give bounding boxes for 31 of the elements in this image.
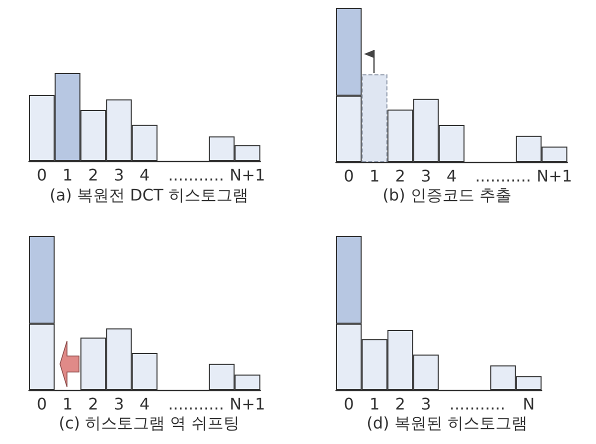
x-tick-label: 3 bbox=[420, 394, 432, 414]
x-tick-label: 2 bbox=[395, 166, 406, 186]
x-tick-label: 3 bbox=[114, 166, 124, 184]
x-tick-label: 1 bbox=[62, 166, 73, 184]
x-tick-label: 2 bbox=[88, 394, 98, 414]
x-tick-label: N+1 bbox=[230, 394, 266, 414]
x-tick-label: 1 bbox=[62, 394, 73, 414]
x-tick-label: ........... bbox=[449, 394, 506, 414]
x-tick-label: ........... bbox=[475, 166, 532, 186]
text: (c) 히스토그램 역 쉬프팅 bbox=[58, 414, 240, 432]
x-tick-label: 0 bbox=[344, 394, 354, 414]
text: (d) 복원된 히스토그램 bbox=[366, 414, 528, 432]
x-tick-label: 3 bbox=[420, 166, 432, 186]
x-tick-label: 1 bbox=[369, 166, 380, 186]
x-tick-label: 4 bbox=[140, 394, 150, 414]
x-tick-label: 2 bbox=[88, 166, 98, 184]
x-tick-label: N+1 bbox=[230, 166, 266, 184]
x-tick-label: 0 bbox=[344, 166, 354, 186]
text: (a) 복원전 DCT 히스토그램 bbox=[50, 186, 248, 204]
x-tick-label: ........... bbox=[168, 166, 224, 184]
x-tick-label: N+1 bbox=[536, 166, 572, 186]
x-tick-label: 1 bbox=[369, 394, 380, 414]
x-tick-label: 4 bbox=[140, 166, 150, 184]
x-tick-label: 4 bbox=[446, 166, 457, 186]
x-tick-label: N bbox=[522, 394, 535, 414]
x-tick-label: 0 bbox=[36, 166, 47, 184]
x-tick-label: 0 bbox=[36, 394, 47, 414]
x-tick-label: 2 bbox=[395, 394, 406, 414]
text: (b) 인증코드 추출 bbox=[382, 186, 512, 204]
x-tick-label: 3 bbox=[114, 394, 124, 414]
x-tick-label: ........... bbox=[168, 394, 224, 414]
